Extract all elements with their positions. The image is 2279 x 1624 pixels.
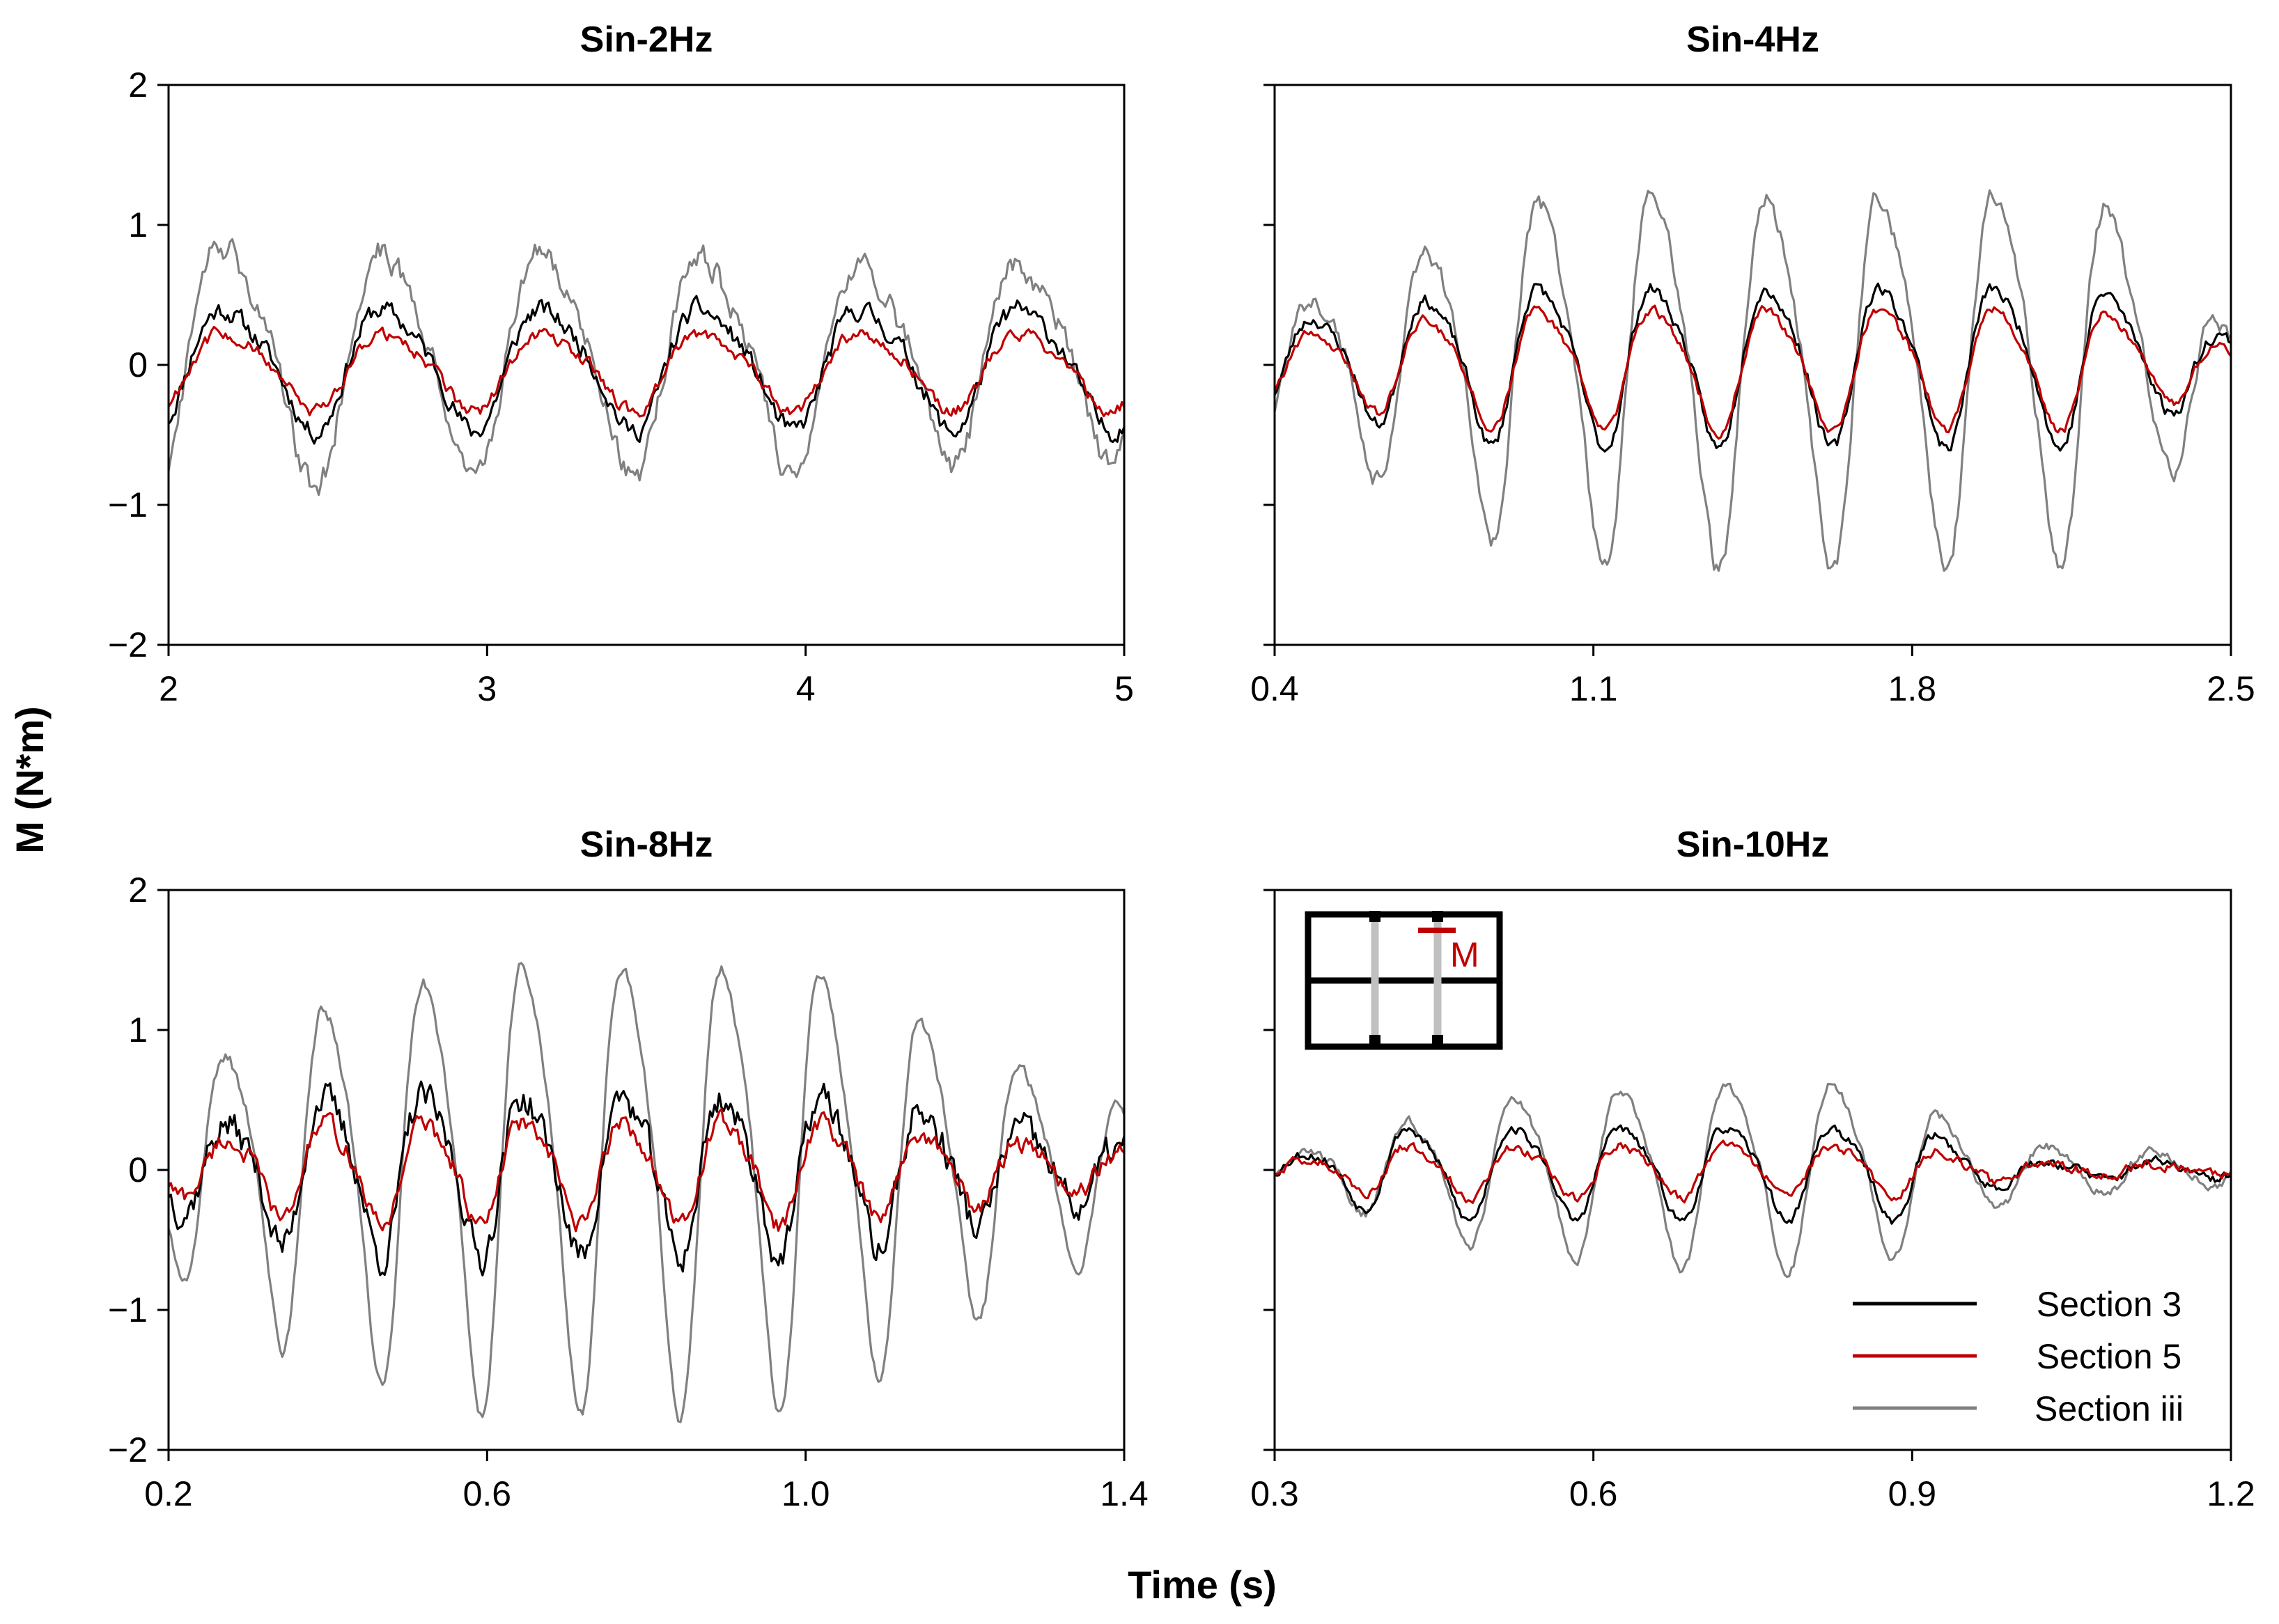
series-line-section-iii: [169, 238, 1124, 497]
y-tick-label: 2: [128, 870, 148, 909]
x-tick-label: 5: [1114, 669, 1134, 708]
legend-label-section-3: Section 3: [2037, 1285, 2181, 1324]
y-tick-label: 0: [128, 345, 148, 384]
chart-title: Sin-4Hz: [1686, 19, 1819, 60]
x-tick-label: 0.6: [1569, 1474, 1618, 1513]
chart-panel-3: Sin-8Hz 2 1 0 −1 −2 0.2 0.6 1.0 1.4: [108, 825, 1149, 1513]
x-axis-label: Time (s): [1128, 1563, 1277, 1607]
chart-title: Sin-10Hz: [1677, 825, 1830, 865]
chart-panel-1: Sin-2Hz 2 1 0 −1 −2 2 3 4 5: [108, 19, 1134, 708]
x-tick-label: 0.2: [144, 1474, 193, 1513]
chart-panel-4: Sin-10Hz 0.3 0.6 0.9 1.2: [1250, 825, 2255, 1513]
series-line-section-5: [1275, 1139, 2231, 1204]
series-line-section-3: [1275, 282, 2231, 453]
chart-panel-2: Sin-4Hz 0.4 1.1 1.8 2.5: [1250, 19, 2255, 708]
series-line-section-5: [169, 325, 1124, 418]
x-tick-label: 2.5: [2207, 669, 2255, 708]
x-tick-label: 1.0: [781, 1474, 830, 1513]
x-tick-label: 0.9: [1888, 1474, 1937, 1513]
series-group: [1275, 189, 2231, 572]
y-tick-label: −1: [108, 485, 148, 524]
legend-label-section-iii: Section iii: [2035, 1389, 2184, 1428]
y-axis-label: M (N*m): [8, 706, 52, 854]
chart-title: Sin-8Hz: [580, 825, 713, 865]
series-line-section-3: [169, 1080, 1124, 1276]
y-tick-label: 1: [128, 205, 148, 244]
series-group: [1275, 1082, 2231, 1279]
chart-title: Sin-2Hz: [580, 19, 713, 60]
series-line-section-iii: [1275, 189, 2231, 572]
x-tick-label: 1.4: [1100, 1474, 1149, 1513]
x-tick-label: 0.4: [1250, 669, 1299, 708]
x-tick-label: 0.3: [1250, 1474, 1299, 1513]
series-line-section-5: [1275, 304, 2231, 440]
legend-label-section-5: Section 5: [2037, 1337, 2181, 1376]
y-tick-label: −1: [108, 1290, 148, 1329]
y-tick-label: 0: [128, 1150, 148, 1189]
y-tick-label: 2: [128, 65, 148, 104]
x-tick-label: 1.1: [1569, 669, 1618, 708]
inset-moment-label: M: [1450, 935, 1479, 974]
inset-joint: [1369, 911, 1380, 922]
series-line-section-iii: [1275, 1082, 2231, 1279]
series-line-section-3: [169, 295, 1124, 445]
series-line-section-iii: [169, 962, 1124, 1423]
y-tick-label: 1: [128, 1010, 148, 1049]
plot-frame: [1273, 84, 2232, 646]
inset-joint: [1432, 1035, 1443, 1046]
legend: Section 3 Section 5 Section iii: [1853, 1285, 2184, 1428]
x-tick-label: 0.6: [463, 1474, 512, 1513]
x-tick-label: 4: [796, 669, 816, 708]
inset-joint: [1432, 911, 1443, 922]
inset-joint: [1369, 1035, 1380, 1046]
series-line-section-3: [1275, 1124, 2231, 1225]
series-group: [169, 962, 1124, 1423]
y-tick-label: −2: [108, 625, 148, 664]
inset-frame-diagram: M: [1305, 911, 1503, 1050]
y-tick-label: −2: [108, 1430, 148, 1469]
x-tick-label: 3: [477, 669, 497, 708]
series-line-section-5: [169, 1107, 1124, 1233]
x-tick-label: 1.2: [2207, 1474, 2255, 1513]
x-tick-label: 1.8: [1888, 669, 1937, 708]
plot-frame: [167, 889, 1126, 1451]
series-group: [169, 238, 1124, 497]
x-tick-label: 2: [159, 669, 178, 708]
